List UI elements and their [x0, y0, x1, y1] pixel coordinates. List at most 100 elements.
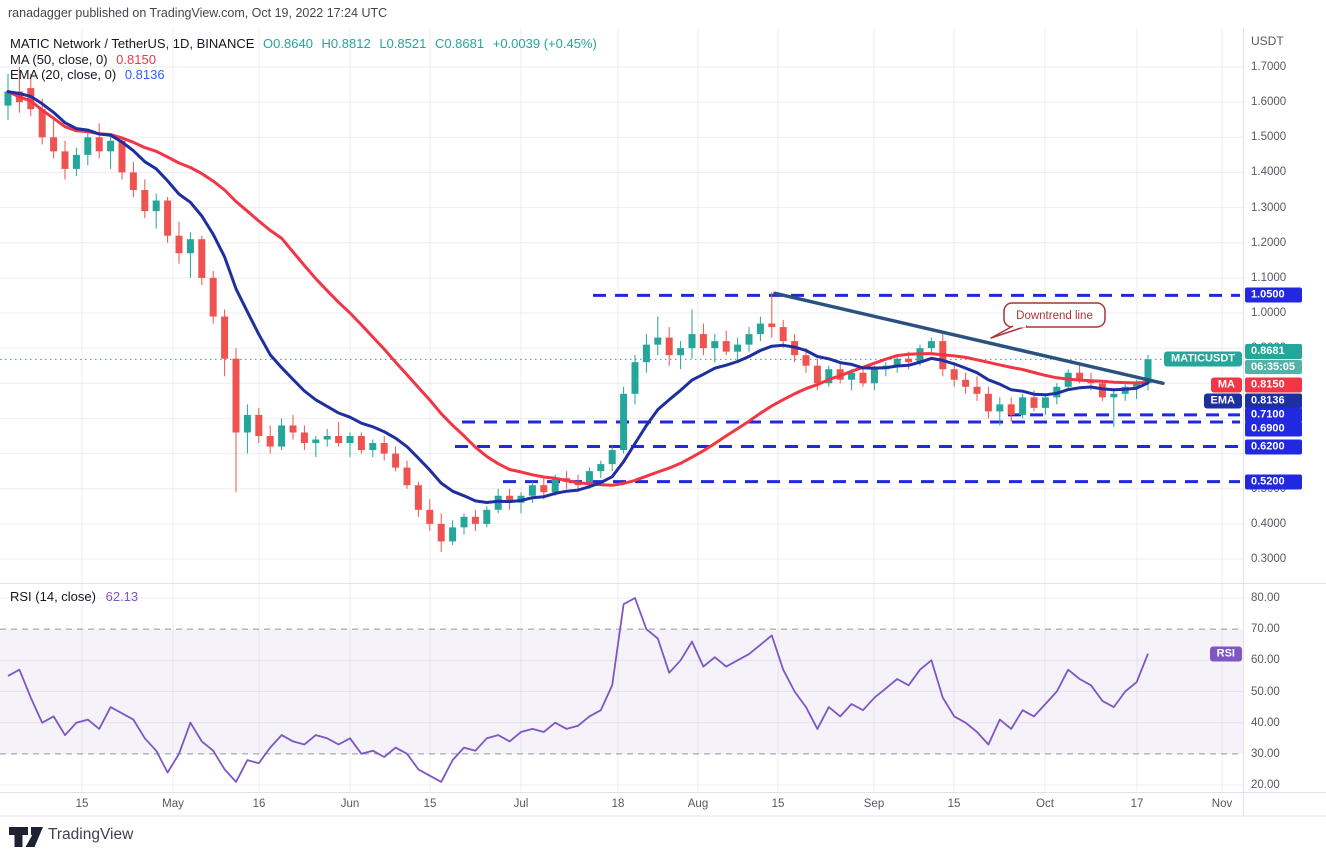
candle-body: [175, 235, 183, 254]
candle-body: [540, 485, 548, 493]
badge-value: 0.6900: [1245, 421, 1302, 437]
candle-body: [323, 436, 331, 440]
price-axis-badge: 0.8136: [1245, 393, 1302, 408]
candle-body: [551, 478, 559, 493]
candle-body: [813, 365, 821, 384]
candle-body: [300, 432, 308, 444]
candle-body: [95, 137, 103, 152]
candle-body: [996, 404, 1004, 412]
rsi-tick-label: 20.00: [1251, 779, 1280, 791]
candle-body: [722, 341, 730, 352]
ohlc-change: +0.0039 (+0.45%): [492, 36, 597, 51]
badge-value: 0.8150: [1245, 377, 1302, 393]
symbol-title: MATIC Network / TetherUS, 1D, BINANCE: [10, 36, 255, 51]
candle-body: [585, 471, 593, 486]
tradingview-logo-icon: [9, 827, 43, 847]
candle-body: [255, 414, 263, 437]
candle-body: [631, 362, 639, 394]
badge-value: 0.5200: [1245, 474, 1302, 490]
candle-body: [449, 527, 457, 542]
candle-body: [825, 369, 833, 384]
price-tick-label: 1.6000: [1251, 96, 1287, 109]
candle-body: [927, 341, 935, 349]
candle-body: [392, 453, 400, 468]
candle-body: [1076, 372, 1084, 380]
downtrend-annotation: Downtrend line: [990, 302, 1106, 339]
candle-body: [335, 436, 343, 444]
annotation-text: Downtrend line: [1016, 310, 1093, 322]
time-tick-label: 15: [423, 798, 437, 810]
candle-body: [278, 425, 286, 447]
candle-body: [859, 372, 867, 384]
symbol-legend-row: MATIC Network / TetherUS, 1D, BINANCE O0…: [10, 36, 597, 52]
price-axis-badge: 0.7100: [1245, 407, 1302, 423]
time-tick-label: 16: [252, 798, 266, 810]
candle-body: [129, 172, 137, 191]
candle-body: [677, 348, 685, 356]
price-axis-badge: 0.8681 06:35:05: [1245, 344, 1302, 375]
price-tick-label: 1.3000: [1251, 201, 1287, 214]
ema-value: 0.8136: [124, 67, 165, 82]
time-tick-label: 18: [611, 798, 625, 810]
candle-body: [38, 109, 46, 138]
candle-body: [312, 439, 320, 444]
candle-body: [893, 358, 901, 366]
indicator-name-tag: RSI: [1209, 646, 1242, 662]
candle-body: [870, 369, 878, 384]
candle-body: [483, 509, 491, 524]
candle-body: [232, 358, 240, 433]
candle-body: [699, 334, 707, 349]
candle-body: [768, 323, 776, 328]
candle-body: [1019, 397, 1027, 415]
ohlc-open: O0.8640: [263, 36, 313, 51]
time-tick-label: May: [162, 798, 184, 810]
candle-body: [186, 239, 194, 254]
candle-body: [107, 140, 115, 152]
candle-body: [460, 516, 468, 528]
rsi-line: [7, 597, 1149, 783]
price-tick-label: 1.7000: [1251, 61, 1287, 73]
price-tick-label: 1.4000: [1251, 166, 1287, 179]
chart-canvas[interactable]: Downtrend line: [0, 0, 1326, 820]
candle-body: [802, 355, 810, 366]
ohlc-close: C0.8681: [434, 36, 485, 51]
ma-value: 0.8150: [116, 51, 156, 67]
candle-body: [1007, 404, 1015, 415]
rsi-tick-label: 50.00: [1251, 685, 1280, 698]
candle-body: [665, 337, 673, 356]
candle-body: [369, 443, 377, 451]
ema-label: EMA (20, close, 0): [10, 67, 117, 82]
candle-body: [779, 327, 787, 342]
candle-body: [608, 450, 616, 465]
ohlc-high: H0.8812: [321, 36, 371, 51]
candle-body: [380, 443, 388, 454]
indicator-name-tag: MATICUSDT: [1164, 351, 1242, 367]
downtrend-line: [773, 291, 1165, 386]
chart-legend: MATIC Network / TetherUS, 1D, BINANCE O0…: [10, 36, 597, 83]
tradingview-footer[interactable]: TradingView: [8, 824, 133, 848]
rsi-tick-label: 60.00: [1251, 654, 1280, 667]
badge-value: 0.7100: [1245, 407, 1302, 423]
price-axis-badge: 1.0500: [1245, 287, 1302, 303]
price-tick-label: 1.5000: [1251, 131, 1287, 144]
countdown-timer: 06:35:05: [1245, 360, 1302, 375]
candle-body: [1133, 383, 1141, 387]
candle-body: [152, 200, 160, 212]
candle-body: [848, 372, 856, 380]
rsi-band: [0, 629, 1243, 754]
indicator-name-tag: MA: [1210, 377, 1242, 393]
candle-body: [962, 379, 970, 387]
price-tick-label: 1.2000: [1251, 236, 1287, 249]
candle-body: [426, 509, 434, 524]
time-tick-label: Nov: [1211, 798, 1233, 810]
candle-body: [1030, 397, 1038, 408]
badge-value: 0.6200: [1245, 439, 1302, 455]
candle-body: [756, 323, 764, 335]
candle-body: [905, 358, 913, 363]
price-axis-unit: USDT: [1251, 34, 1284, 48]
tradingview-brand-text: TradingView: [48, 826, 134, 843]
price-tick-label: 0.3000: [1251, 553, 1287, 565]
candle-body: [403, 467, 411, 486]
candle-body: [84, 137, 92, 155]
rsi-value: 62.13: [105, 589, 139, 604]
